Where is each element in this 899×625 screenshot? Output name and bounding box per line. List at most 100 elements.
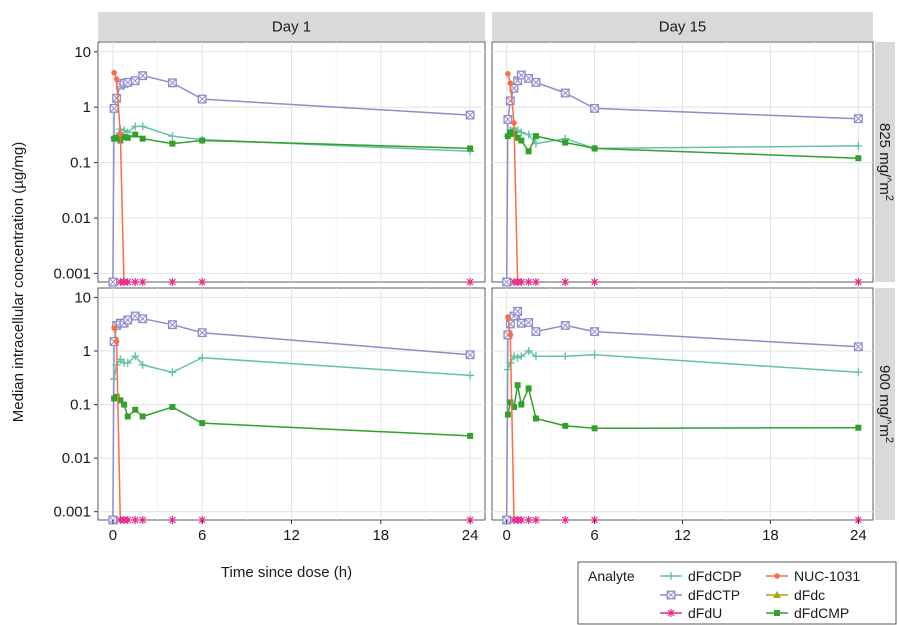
data-point [121, 133, 128, 140]
x-tick-label: 12 [674, 527, 691, 544]
data-point [513, 353, 522, 362]
data-point [590, 350, 599, 359]
y-tick-label: 0.1 [70, 155, 91, 172]
legend-box [577, 561, 897, 625]
col-strip-label: Day 1 [272, 19, 311, 36]
data-point [123, 77, 133, 87]
data-point [168, 132, 177, 141]
data-point [123, 358, 132, 367]
gridlines [492, 42, 873, 282]
data-point [531, 516, 540, 524]
y-axis-title: Median intracellular concentration (µg/m… [10, 142, 27, 422]
legend-label: dFdCMP [794, 605, 849, 621]
row-strip-label-caret: ^ [881, 177, 893, 183]
data-point [169, 140, 176, 147]
data-point [502, 277, 512, 287]
y-tick-label: 0.01 [62, 450, 91, 467]
data-point [467, 145, 474, 152]
data-point [507, 129, 514, 136]
data-point [113, 338, 120, 345]
x-tick-label: 6 [590, 527, 598, 544]
data-point [524, 278, 533, 286]
data-point [112, 93, 122, 103]
data-point [516, 318, 526, 328]
x-axis-title: Time since dose (h) [221, 564, 352, 581]
data-point [138, 122, 147, 131]
data-point [466, 278, 475, 286]
panel-3 [97, 287, 486, 525]
data-point [131, 278, 140, 286]
data-point [531, 352, 540, 361]
data-point [198, 278, 207, 286]
x-tick-label: 0 [109, 527, 117, 544]
data-point [591, 425, 598, 432]
data-point [167, 320, 177, 330]
data-point [561, 352, 570, 361]
data-point [111, 69, 117, 76]
x-tick-label: 18 [372, 527, 389, 544]
legend-title: Analyte [588, 568, 635, 584]
data-point [139, 413, 146, 420]
legend-entry-dfdc: dFdc [766, 587, 825, 603]
legend-entry-dfdcmp: dFdCMP [766, 605, 849, 621]
data-point [132, 131, 139, 138]
data-point [774, 573, 780, 579]
data-point [505, 314, 511, 320]
data-point [524, 130, 533, 139]
legend-entry-dfdu: dFdU [660, 605, 722, 621]
data-point [130, 311, 140, 321]
row-strip-label-sup: 2 [883, 437, 895, 443]
data-point [517, 128, 526, 137]
data-point [854, 141, 863, 150]
panel-4 [491, 287, 874, 525]
legend-entry-nuc-1031: NUC-1031 [766, 568, 860, 584]
data-point [108, 277, 118, 287]
legend-label: dFdCDP [688, 568, 742, 584]
y-tick-label: 10 [74, 44, 91, 61]
data-point [507, 399, 514, 406]
data-point [531, 327, 541, 337]
data-point [138, 71, 148, 81]
data-point [531, 77, 541, 87]
data-point [854, 278, 863, 286]
gridlines [98, 42, 485, 282]
y-tick-label: 0.001 [53, 504, 91, 521]
col-strip-1 [98, 12, 485, 41]
data-point [531, 139, 540, 148]
data-point [504, 411, 511, 418]
data-point [855, 155, 862, 162]
data-point [532, 415, 539, 422]
data-point [138, 314, 148, 324]
data-point [561, 278, 570, 286]
data-point [524, 516, 533, 524]
data-point [130, 76, 140, 86]
row-strip-label-caret: ^ [881, 419, 893, 425]
data-point [124, 134, 131, 141]
data-point [111, 325, 117, 331]
data-point [113, 76, 120, 82]
data-point [774, 610, 780, 616]
gridlines [98, 288, 485, 520]
data-point [590, 278, 599, 286]
data-point [113, 134, 120, 141]
series-line [507, 350, 859, 374]
data-point [561, 516, 570, 524]
series-line [507, 73, 519, 283]
data-point [853, 114, 863, 124]
data-point [138, 278, 147, 286]
data-point [199, 420, 206, 427]
data-point [123, 278, 132, 286]
row-strip-label-unit: m [876, 424, 893, 437]
data-point [505, 319, 515, 329]
y-tick-label: 1 [83, 99, 91, 116]
data-point [518, 137, 525, 144]
data-point [590, 103, 600, 113]
data-point [590, 327, 600, 337]
data-point [123, 516, 132, 524]
legend-label: dFdU [688, 605, 722, 621]
row-strip-2 [875, 288, 895, 520]
data-point [517, 278, 526, 286]
series-nuc-1031 [111, 69, 125, 283]
data-point [117, 397, 124, 404]
